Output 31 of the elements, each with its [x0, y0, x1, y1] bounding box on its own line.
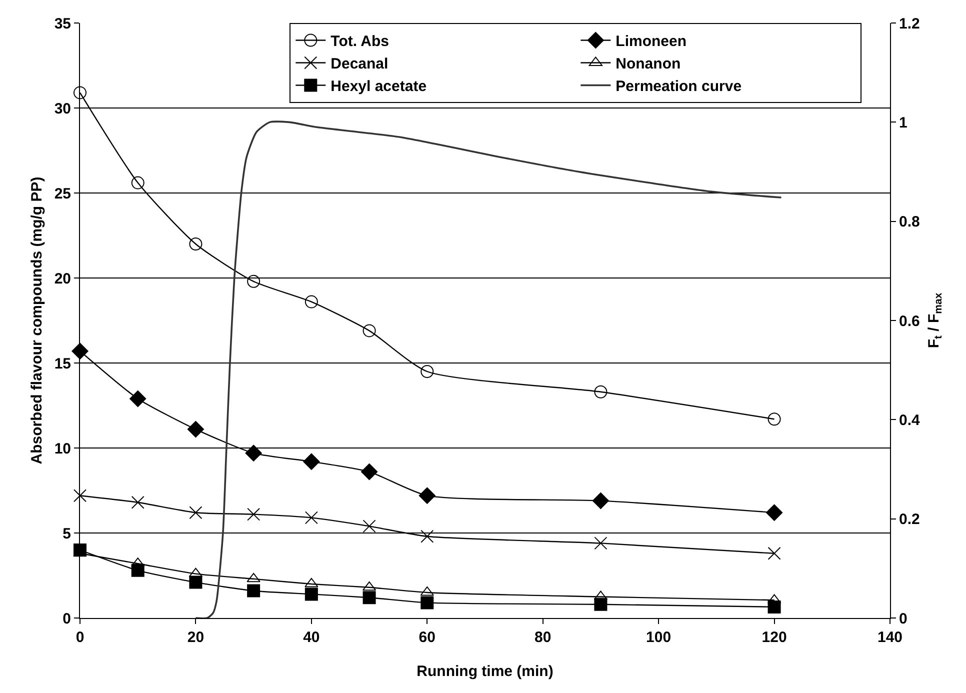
y2-tick-label: 0.6	[899, 312, 920, 330]
y-tick-label: 15	[54, 355, 71, 372]
y2-tick-label: 0	[899, 610, 908, 628]
y2-tick-label: 1	[899, 114, 908, 132]
legend-label: Decanal	[330, 56, 388, 73]
x-axis-title: Running time (min)	[416, 663, 554, 680]
x-tick-label: 60	[418, 629, 436, 646]
x-tick-label: 80	[534, 629, 552, 646]
y-tick-label: 10	[54, 440, 71, 458]
x-tick-label: 100	[646, 629, 672, 646]
x-tick-label: 140	[877, 629, 903, 646]
legend-label: Tot. Abs	[330, 33, 389, 50]
legend-label: Hexyl acetate	[330, 78, 427, 96]
legend-label: Nonanon	[616, 56, 681, 73]
y2-tick-label: 0.8	[899, 214, 920, 231]
x-tick-label: 20	[187, 629, 204, 646]
y2-tick-label: 1.2	[899, 15, 920, 32]
legend-label: Limoneen	[616, 33, 686, 50]
y-tick-label: 20	[54, 270, 71, 288]
y-tick-label: 0	[62, 610, 71, 628]
y-tick-label: 5	[62, 525, 71, 542]
x-tick-label: 40	[303, 629, 320, 646]
x-tick-label: 0	[76, 629, 84, 646]
y2-tick-label: 0.2	[899, 511, 920, 528]
y-tick-label: 25	[54, 185, 71, 202]
x-tick-label: 120	[762, 629, 787, 646]
y-tick-label: 35	[54, 15, 71, 32]
y-tick-label: 30	[54, 100, 71, 118]
legend-label: Permeation curve	[616, 78, 742, 96]
y-axis-title: Absorbed flavour compounds (mg/g PP)	[28, 176, 46, 464]
y2-tick-label: 0.4	[899, 412, 921, 429]
